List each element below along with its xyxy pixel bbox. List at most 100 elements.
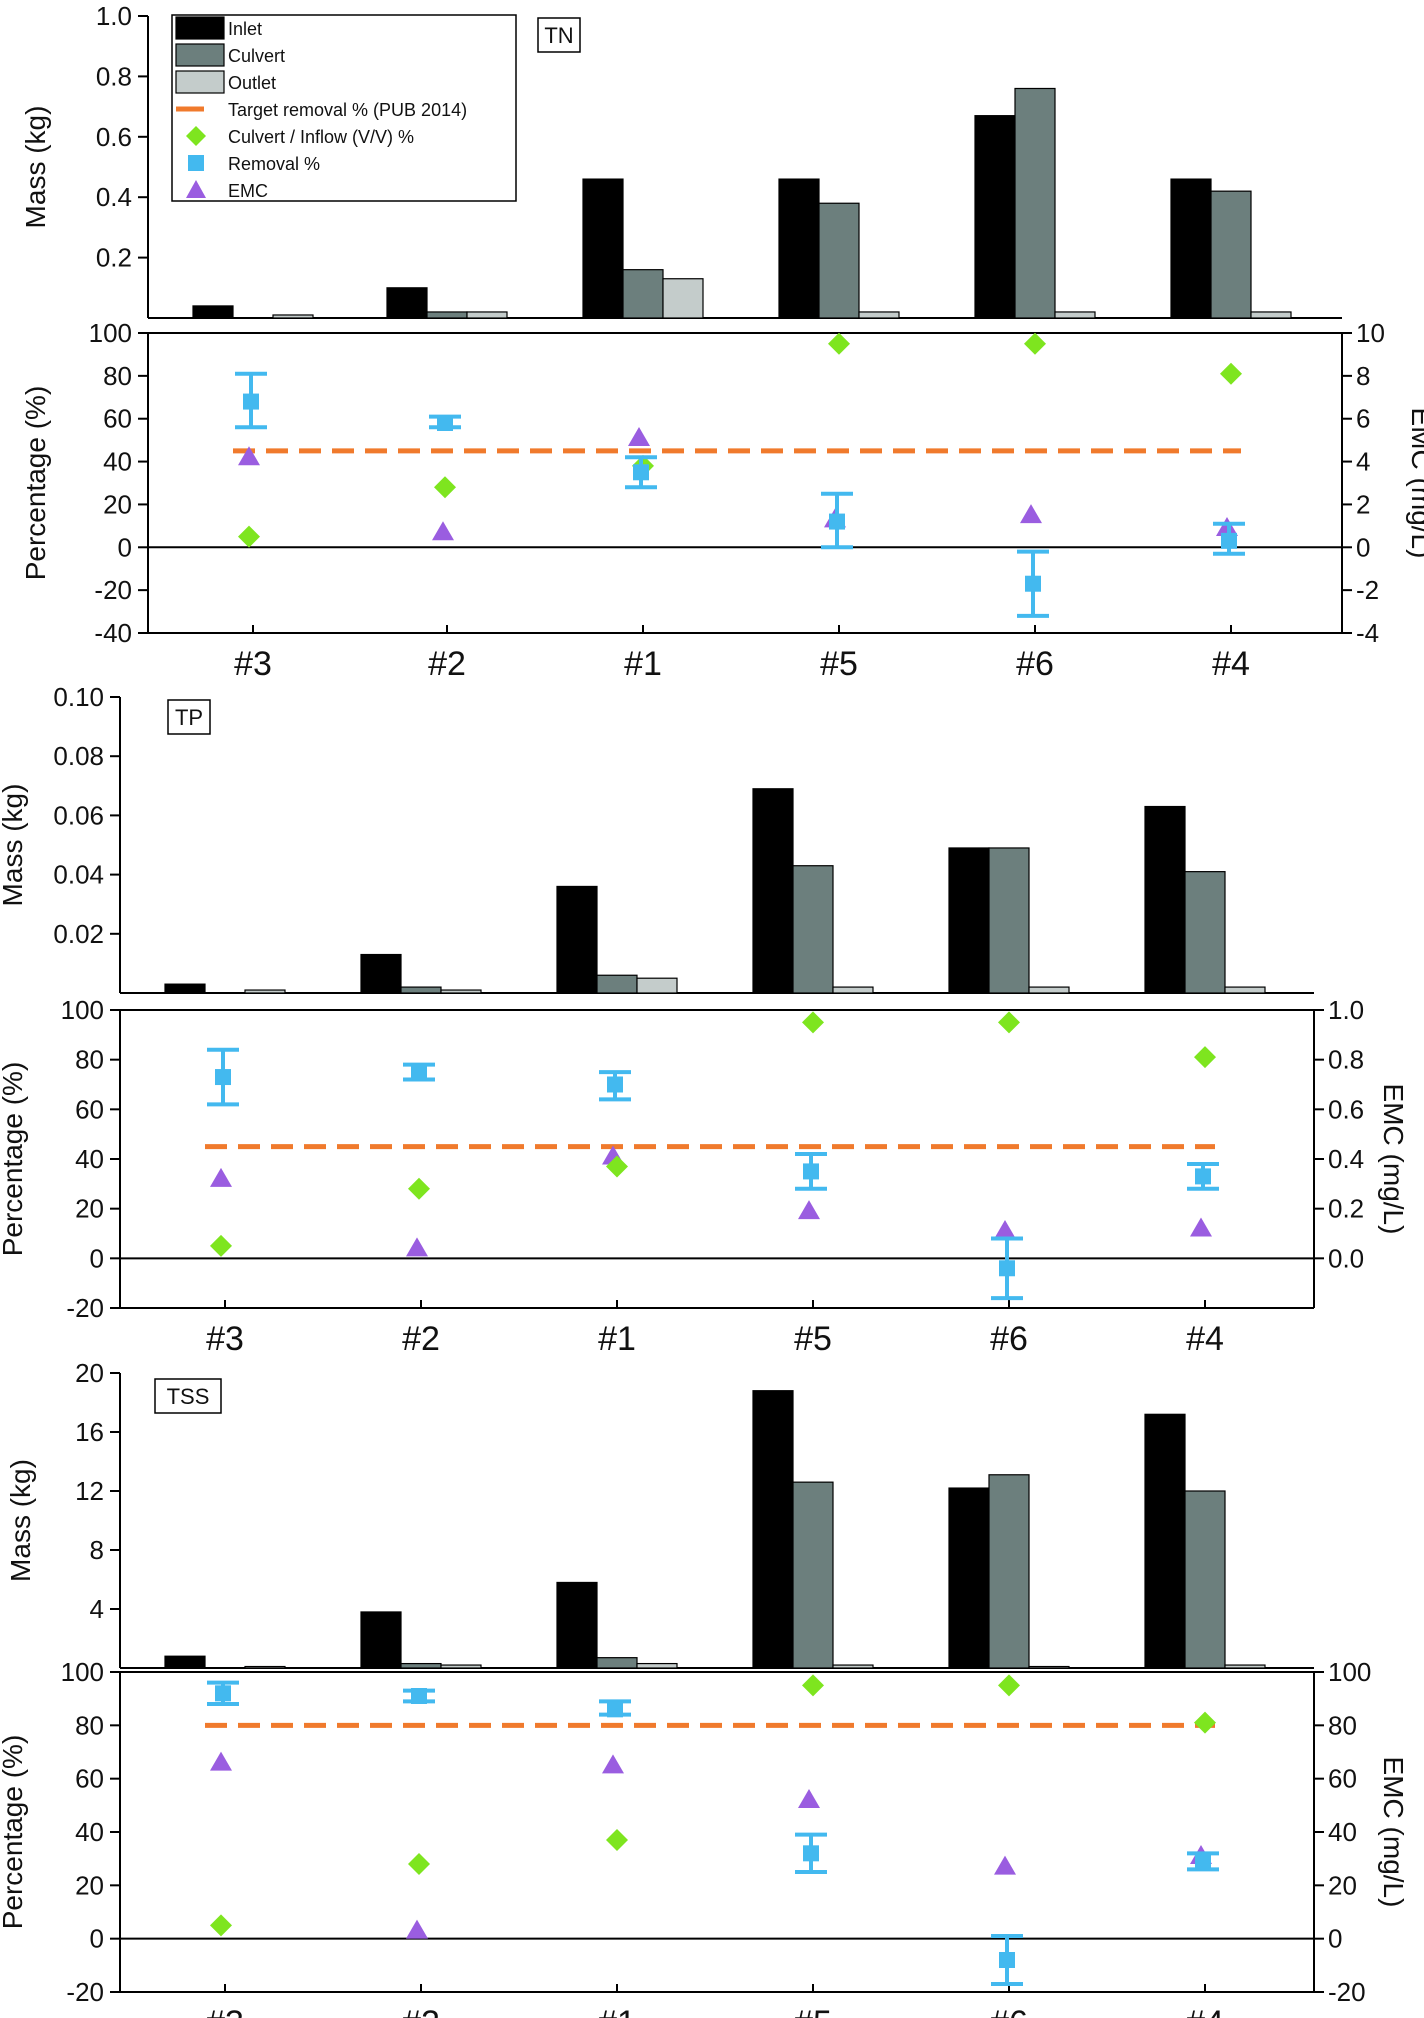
removal-point (999, 1260, 1015, 1277)
y-tick-label: -20 (66, 1293, 104, 1323)
outlet-bar (636, 1662, 678, 1669)
panel-title: TP (175, 705, 203, 730)
ratio-point (802, 1011, 824, 1034)
y-tick-label: 40 (75, 1144, 104, 1174)
inlet-bar (192, 305, 234, 319)
removal-point (999, 1952, 1015, 1968)
culvert-bar (622, 269, 664, 319)
inlet-bar (1170, 178, 1212, 319)
culvert-bar (818, 202, 860, 319)
y-axis-label: Percentage (%) (0, 1735, 28, 1930)
legend-label: Inlet (228, 19, 262, 39)
ratio-point (606, 1155, 628, 1178)
y-tick-label: 12 (75, 1476, 104, 1506)
culvert-bar (792, 865, 834, 994)
y2-tick-label: 100 (1328, 1657, 1371, 1687)
x-tick-label: #4 (1212, 645, 1250, 683)
removal-point (1221, 532, 1237, 549)
y-axis-label: Mass (kg) (5, 1459, 36, 1582)
y-tick-label: 40 (103, 447, 132, 477)
outlet-bar (440, 1664, 482, 1669)
inlet-bar (948, 847, 990, 994)
y-tick-label: 20 (75, 1358, 104, 1388)
y-axis-label: Mass (kg) (0, 784, 28, 907)
triangle-icon (186, 180, 206, 198)
x-tick-label: #3 (206, 2004, 244, 2018)
y-tick-label: 80 (103, 361, 132, 391)
emc-point (798, 1789, 820, 1808)
y2-tick-label: -4 (1356, 618, 1379, 648)
square-icon (188, 155, 204, 171)
x-tick-label: #5 (794, 1320, 832, 1358)
culvert-bar (426, 311, 468, 319)
emc-point (406, 1919, 428, 1939)
emc-point (432, 521, 454, 541)
ratio-point (606, 1829, 628, 1851)
y2-tick-label: 0 (1356, 532, 1370, 562)
y2-tick-label: 1.0 (1328, 995, 1364, 1025)
y-tick-label: 80 (75, 1045, 104, 1075)
culvert-bar (596, 974, 638, 994)
ratio-point (1194, 1046, 1216, 1069)
chart-panel-3: 0.02 0.04 0.06 0.08 0.10 Mass (kg) TP (0, 682, 1314, 994)
removal-point (607, 1701, 623, 1718)
y-tick-label: 100 (61, 995, 104, 1025)
outlet-bar (1224, 1664, 1266, 1669)
y-tick-label: 100 (61, 1657, 104, 1687)
y-tick-label: 60 (75, 1094, 104, 1124)
outlet-bar (1054, 311, 1096, 319)
x-tick-label: #2 (402, 2004, 440, 2018)
y-tick-label: 4 (90, 1594, 104, 1624)
legend-label: EMC (228, 181, 268, 201)
inlet-bar (360, 953, 402, 994)
y-tick-label: 0.6 (96, 122, 132, 152)
y-tick-label: 0.08 (53, 741, 104, 771)
emc-point (798, 1200, 820, 1220)
culvert-bar (1184, 1490, 1226, 1669)
x-tick-label: #2 (402, 1320, 440, 1358)
removal-point (607, 1076, 623, 1093)
y2-tick-label: 20 (1328, 1870, 1357, 1900)
y2-tick-label: 0.8 (1328, 1045, 1364, 1075)
x-tick-label: #1 (624, 645, 662, 683)
outlet-bar (1028, 986, 1070, 994)
x-tick-label: #6 (990, 2004, 1028, 2018)
inlet-bar (164, 1655, 206, 1669)
inlet-bar (556, 1581, 598, 1669)
ratio-point (802, 1674, 824, 1697)
emc-point (210, 1751, 232, 1771)
ratio-point (1220, 362, 1242, 385)
culvert-bar (1184, 871, 1226, 994)
legend-label: Culvert / Inflow (V/V) % (228, 127, 414, 147)
emc-point (994, 1220, 1016, 1240)
ratio-point (210, 1914, 232, 1937)
y-tick-label: 20 (75, 1194, 104, 1224)
y-tick-label: 40 (75, 1817, 104, 1847)
y2-tick-label: 80 (1328, 1710, 1357, 1740)
outlet-bar (244, 1665, 286, 1669)
y2-tick-label: 40 (1328, 1817, 1357, 1847)
y2-tick-label: -2 (1356, 575, 1379, 605)
bar-culvert-icon (175, 43, 225, 67)
outlet-bar (858, 311, 900, 319)
outlet-bar (1250, 311, 1292, 319)
inlet-bar (1144, 1413, 1186, 1669)
y-tick-label: 60 (75, 1764, 104, 1794)
legend-label: Target removal % (PUB 2014) (228, 100, 467, 120)
culvert-bar (1014, 87, 1056, 319)
removal-point (803, 1845, 819, 1862)
x-tick-label: #1 (598, 2004, 636, 2018)
outlet-bar (832, 1664, 874, 1669)
ratio-point (434, 476, 456, 499)
inlet-bar (752, 1390, 794, 1669)
removal-point (803, 1163, 819, 1180)
y-axis-label: Percentage (%) (0, 1062, 28, 1257)
removal-point (411, 1064, 427, 1081)
inlet-bar (556, 885, 598, 994)
y2-tick-label: 0.2 (1328, 1194, 1364, 1224)
ratio-point (998, 1674, 1020, 1697)
legend: Inlet Culvert Outlet Target removal % (PUB … (171, 14, 517, 202)
culvert-bar (988, 1474, 1030, 1669)
x-tick-label: #3 (206, 1320, 244, 1358)
y-tick-label: 8 (90, 1535, 104, 1565)
